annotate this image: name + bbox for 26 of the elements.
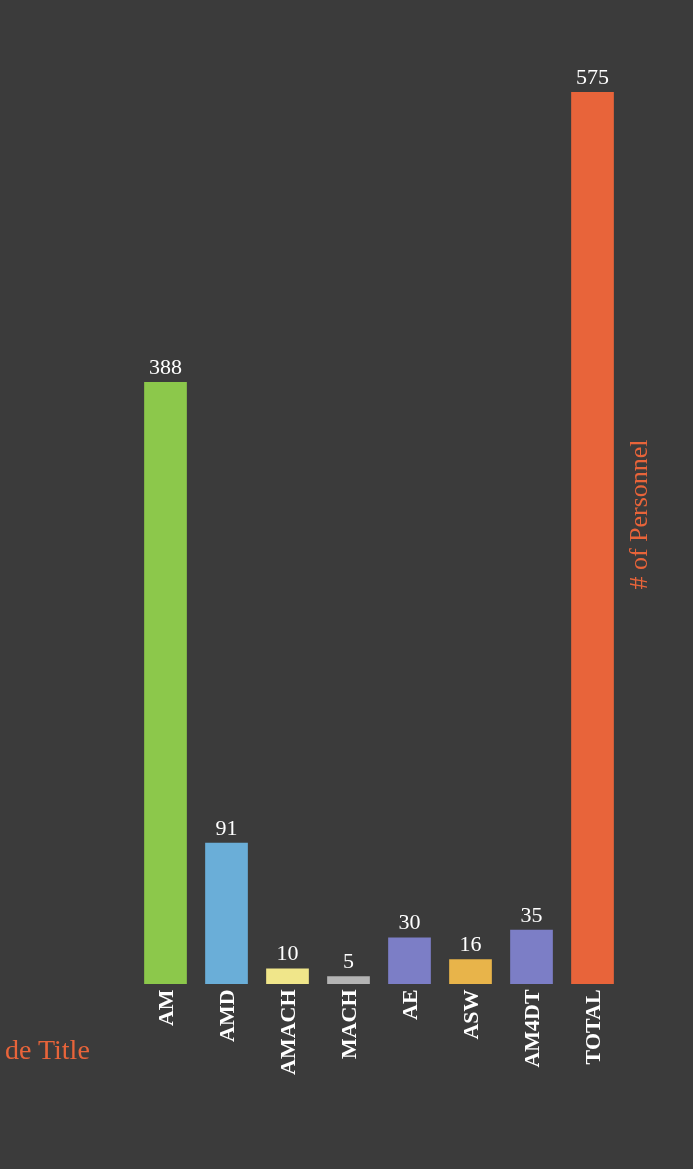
- x-tick-label: ASW: [457, 989, 483, 1040]
- data-label: 10: [276, 940, 299, 966]
- data-label: 16: [459, 931, 482, 957]
- x-axis-title: de Title: [5, 1034, 90, 1065]
- bar: [510, 929, 553, 984]
- data-label: 91: [215, 814, 238, 840]
- bar: [327, 976, 370, 984]
- x-tick-label: AMACH: [274, 989, 300, 1075]
- x-tick-label: AM: [152, 989, 178, 1027]
- bar: [205, 842, 248, 984]
- bar: [388, 937, 431, 984]
- y-axis-title: # of Personnel: [623, 439, 653, 590]
- bar: [266, 968, 309, 984]
- data-label: 30: [398, 909, 421, 935]
- x-tick-label: TOTAL: [579, 989, 605, 1065]
- bar: [144, 382, 187, 984]
- data-label: 575: [576, 63, 609, 89]
- data-label: 5: [343, 948, 354, 974]
- x-tick-label: MACH: [335, 989, 361, 1060]
- bar: [571, 91, 614, 984]
- data-label: 35: [520, 901, 543, 927]
- x-tick-label: AM4DT: [518, 989, 544, 1068]
- x-tick-label: AMD: [213, 989, 239, 1042]
- bar: [449, 959, 492, 984]
- x-tick-label: AE: [396, 989, 422, 1020]
- data-label: 388: [149, 354, 182, 380]
